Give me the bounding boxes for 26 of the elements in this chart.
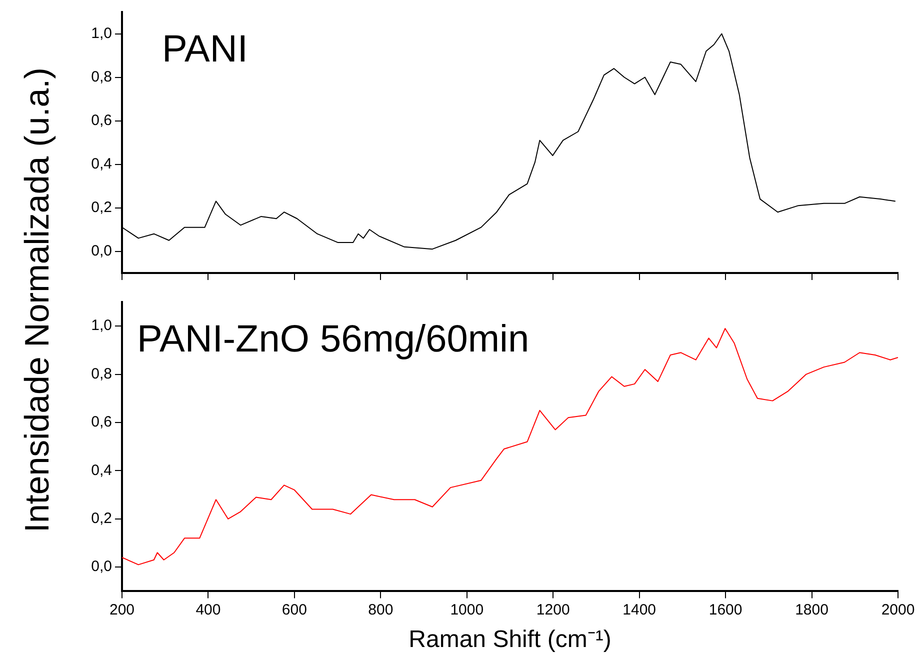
- x-tick-label: 1400: [622, 601, 656, 618]
- y-tick-label: 0,8: [91, 365, 112, 382]
- series-label: PANI-ZnO 56mg/60min: [137, 318, 530, 360]
- y-tick-label: 0,2: [91, 198, 112, 216]
- x-tick-label: 600: [282, 601, 307, 618]
- y-tick-label: 0,8: [91, 68, 112, 86]
- y-tick-label: 0,6: [91, 414, 112, 431]
- y-tick-label: 0,6: [91, 112, 112, 129]
- y-tick-label: 0,0: [91, 242, 112, 260]
- x-tick-label: 1800: [795, 601, 828, 618]
- x-tick-label: 400: [196, 601, 221, 618]
- y-tick-label: 0,4: [91, 462, 112, 479]
- y-tick-label: 0,2: [91, 510, 112, 528]
- x-tick-label: 1600: [708, 601, 742, 618]
- y-axis-title: Intensidade Normalizada (u.a.): [18, 68, 58, 532]
- y-tick-label: 0,4: [91, 155, 112, 172]
- y-tick-label: 0,0: [91, 558, 112, 576]
- y-tick-label: 1,0: [91, 317, 112, 334]
- x-axis-title: Raman Shift (cm⁻¹): [408, 626, 612, 654]
- x-tick-label: 2000: [881, 601, 915, 618]
- text: PANI: [162, 28, 248, 70]
- x-tick-label: 800: [368, 601, 394, 618]
- y-tick-label: 1,0: [91, 24, 112, 42]
- x-tick-label: 1000: [450, 601, 484, 618]
- x-tick-label: 1200: [536, 601, 570, 618]
- x-tick-label: 200: [109, 601, 135, 618]
